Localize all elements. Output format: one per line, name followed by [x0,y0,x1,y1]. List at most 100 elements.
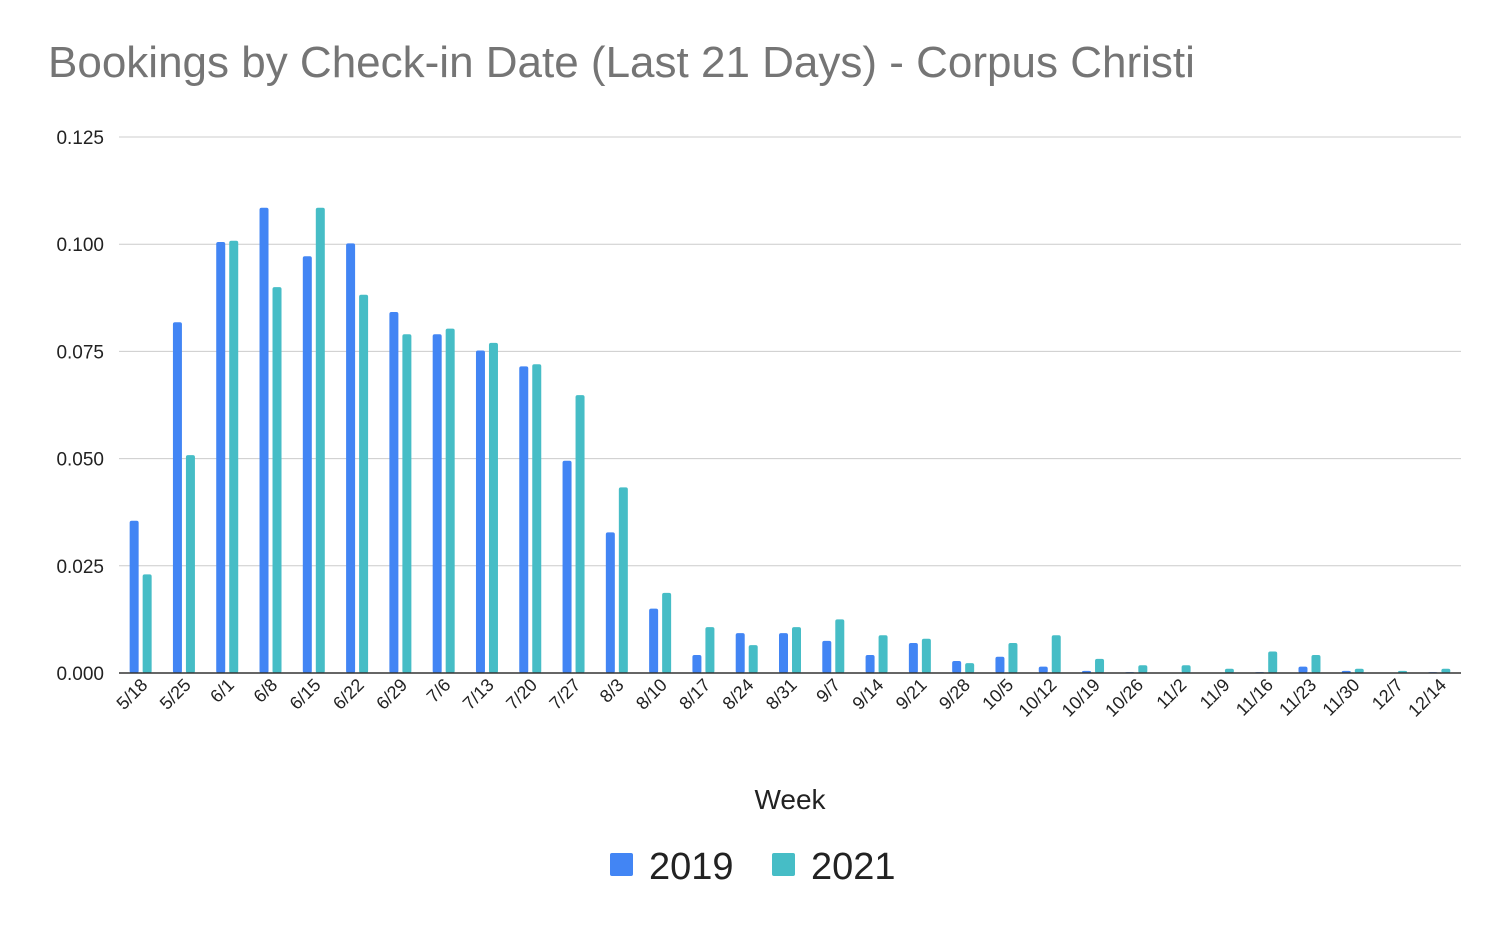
y-tick-label: 0.100 [56,235,104,256]
x-tick-label: 11/2 [1152,675,1190,713]
bar-2019-11/23 [1298,666,1308,673]
bar-2019-6/29 [389,311,399,673]
x-tick-label: 7/13 [459,675,498,714]
x-tick-label: 5/18 [113,675,152,714]
bar-2021-7/27 [575,395,585,673]
bar-2021-8/24 [748,645,758,673]
x-tick-label: 8/10 [632,675,671,714]
bar-2019-6/1 [216,242,226,673]
legend-label-2021: 2021 [811,846,896,888]
bar-2019-7/20 [519,366,529,673]
bar-2019-10/5 [995,656,1005,673]
x-tick-label: 8/24 [719,675,758,714]
bar-2021-6/29 [402,334,412,673]
bar-2021-7/6 [445,328,455,673]
legend: 2019 2021 [610,846,896,888]
x-tick-label: 12/14 [1404,675,1450,721]
x-tick-label: 6/29 [372,675,411,714]
bar-2021-11/2 [1181,665,1191,673]
bar-2021-6/22 [359,294,369,673]
x-tick-label: 10/5 [978,675,1017,714]
bar-2019-9/21 [908,642,918,673]
bar-2021-11/16 [1268,651,1278,673]
bar-2021-8/3 [618,487,628,673]
bar-2019-5/18 [129,520,139,673]
bar-2021-5/18 [142,574,152,673]
x-tick-label: 6/8 [250,675,282,707]
bar-2019-7/6 [432,334,442,673]
x-tick-label: 7/20 [502,675,541,714]
bar-2021-9/21 [921,638,931,673]
x-tick-label: 10/12 [1015,675,1061,721]
bar-2019-7/27 [562,460,572,673]
bar-2019-8/31 [779,633,788,673]
x-tick-label: 11/16 [1232,675,1277,720]
gridlines [119,136,1461,567]
bar-2021-8/10 [662,592,672,673]
x-tick-label: 5/25 [156,675,195,714]
y-tick-label: 0.025 [56,557,104,578]
bars [129,207,1451,674]
bar-2019-8/10 [649,608,659,673]
x-axis-ticks: 5/18 5/25 6/1 6/8 6/15 6/22 6/29 7/6 7/13 7/20 7/2… [113,675,1451,721]
x-tick-label: 8/17 [675,675,714,714]
x-tick-label: 9/28 [935,675,974,714]
x-tick-label: 11/23 [1275,675,1320,720]
y-tick-label: 0.050 [56,450,104,471]
bar-2021-6/15 [315,207,325,673]
bar-2021-9/7 [835,619,845,673]
bar-2021-11/9 [1224,668,1234,673]
bar-2021-11/23 [1311,654,1321,673]
x-tick-label: 8/31 [762,675,801,714]
x-tick-label: 11/30 [1319,675,1364,720]
bar-2019-6/8 [259,207,269,673]
x-tick-label: 9/21 [892,675,931,714]
bar-2021-10/12 [1051,635,1061,673]
x-tick-label: 6/1 [206,675,238,707]
y-tick-label: 0.000 [56,664,104,685]
bar-2019-9/7 [822,640,832,673]
bar-2021-8/31 [792,627,801,673]
bar-2021-9/14 [878,635,888,673]
bar-2021-7/20 [532,364,542,673]
y-tick-label: 0.075 [56,342,104,363]
bar-2021-11/30 [1354,668,1364,673]
bar-2019-7/13 [475,350,485,673]
y-axis-ticks: 0.000 0.025 0.050 0.075 0.100 0.125 [56,128,104,685]
bar-2019-9/14 [865,654,875,673]
x-tick-label: 9/14 [848,675,887,714]
legend-label-2019: 2019 [649,846,734,888]
x-axis-label: Week [754,784,826,815]
bar-2021-6/1 [229,240,239,673]
bar-2019-8/17 [692,654,702,673]
bar-2021-9/28 [965,663,975,673]
x-tick-label: 6/22 [329,675,368,714]
bar-2021-7/13 [488,342,498,673]
bar-2019-9/28 [952,660,962,673]
bar-2021-10/19 [1095,658,1105,673]
x-tick-label: 9/7 [812,675,844,707]
bar-2019-8/3 [605,532,615,673]
chart-title: Bookings by Check-in Date (Last 21 Days)… [48,38,1195,87]
bar-2021-5/25 [185,455,195,673]
bar-2019-5/25 [172,322,182,673]
bar-2021-12/14 [1441,668,1451,673]
bar-2019-6/22 [346,243,356,673]
legend-swatch-2019 [610,853,633,876]
bar-2021-6/8 [272,287,282,673]
bar-2021-10/5 [1008,642,1018,673]
bar-2021-10/26 [1138,665,1148,673]
bar-2019-6/15 [302,256,312,673]
x-tick-label: 10/19 [1058,675,1104,721]
x-tick-label: 6/15 [286,675,325,714]
x-tick-label: 10/26 [1101,675,1147,721]
x-tick-label: 7/6 [423,675,455,707]
x-tick-label: 12/7 [1368,675,1407,714]
legend-swatch-2021 [772,853,795,876]
x-tick-label: 11/9 [1196,675,1234,713]
bar-2019-8/24 [735,633,745,673]
bar-2021-8/17 [705,627,715,673]
x-tick-label: 7/27 [545,675,584,714]
